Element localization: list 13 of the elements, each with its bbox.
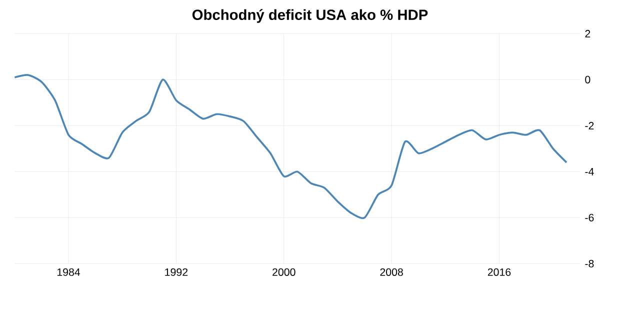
y-tick-label: -6 bbox=[585, 214, 594, 222]
x-tick-label: 1984 bbox=[57, 268, 80, 276]
x-tick-label: 2000 bbox=[272, 268, 296, 276]
line-series bbox=[14, 74, 568, 219]
y-tick-label: -4 bbox=[585, 168, 594, 176]
y-tick-label: 2 bbox=[585, 30, 590, 38]
x-tick-label: 1992 bbox=[165, 268, 188, 276]
y-tick-label: -8 bbox=[585, 260, 594, 268]
x-tick-label: 2008 bbox=[380, 268, 403, 276]
x-tick-label: 2016 bbox=[488, 268, 511, 276]
y-tick-label: -2 bbox=[585, 122, 594, 130]
y-tick-label: 0 bbox=[585, 76, 590, 84]
chart-title: Obchodný deficit USA ako % HDP bbox=[192, 9, 428, 23]
